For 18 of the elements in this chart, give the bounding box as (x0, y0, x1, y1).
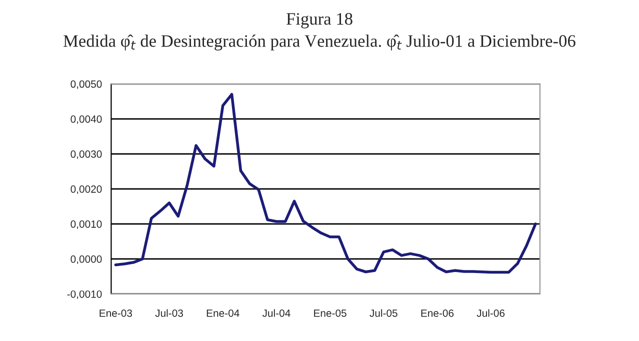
y-tick-label: 0,0040 (70, 115, 102, 124)
y-tick-label: 0,0050 (70, 80, 102, 89)
y-tick-label: 0,0010 (70, 220, 102, 230)
y-tick-label: 0,0020 (70, 185, 102, 194)
x-tick-label: Jul-06 (476, 309, 505, 317)
x-tick-label: Jul-05 (370, 309, 398, 317)
x-tick-label: Jul-04 (262, 309, 290, 317)
x-tick-label: Ene-06 (421, 309, 454, 317)
x-tick-label: Ene-05 (314, 309, 346, 317)
x-tick-label: Ene-03 (100, 309, 132, 317)
x-tick-label: Jul-03 (155, 309, 183, 317)
chart-subtitle: Medida φ̂$_{t}$ de Desintegración para Venezuela. φ̂$_{t}$ Julio-01 a Diciembre-06 (63, 34, 576, 50)
y-tick-label: 0,0030 (70, 150, 102, 160)
chart-title: Figura 18 (286, 13, 352, 28)
line-series (114, 93, 537, 274)
x-tick-label: Ene-04 (206, 309, 240, 317)
y-tick-label: -0,0010 (67, 290, 102, 300)
y-tick-label: 0,0000 (70, 255, 102, 264)
